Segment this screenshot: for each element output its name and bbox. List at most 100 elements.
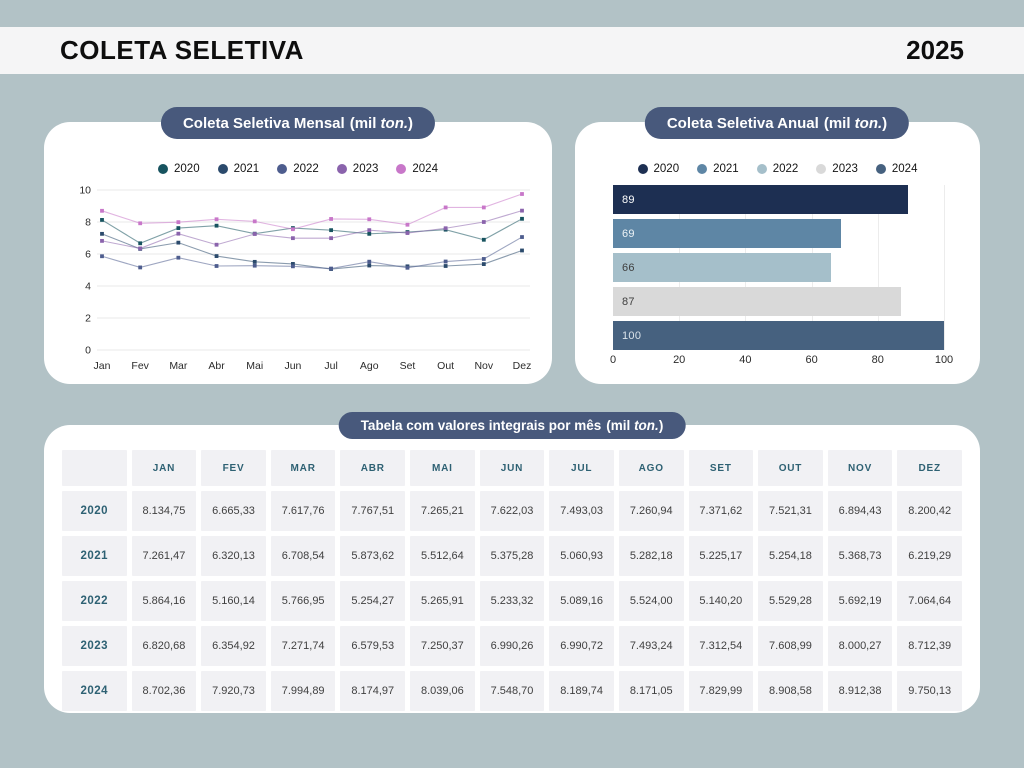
table-cell: 5.692,19: [827, 581, 893, 621]
legend-label: 2020: [653, 163, 680, 175]
column-header-fev: FEV: [201, 450, 266, 486]
legend-item-2021: 2021: [697, 163, 739, 175]
bar-value-label: 69: [622, 227, 635, 240]
data-point-2023: [138, 246, 143, 251]
data-point-2022: [329, 266, 333, 271]
data-point-2023: [214, 242, 219, 247]
legend-item-2020: 2020: [637, 163, 680, 175]
bar-2023: 87: [613, 287, 901, 316]
table-cell: 5.160,14: [201, 581, 266, 621]
legend-dot-icon: [336, 164, 347, 174]
table-cell: 8.189,74: [549, 671, 614, 711]
legend-dot-icon: [217, 164, 228, 174]
legend-label: 2022: [293, 163, 319, 175]
data-point-2022: [214, 264, 219, 268]
table-cell: 5.233,32: [479, 581, 545, 621]
legend-dot-icon: [158, 164, 169, 174]
data-point-2023: [100, 238, 104, 243]
row-header-2024: 2024: [62, 671, 127, 711]
annual-chart-title: Coleta Seletiva Anual: [666, 114, 819, 132]
data-point-2021: [443, 264, 448, 268]
data-point-2020: [214, 223, 219, 228]
bar-value-label: 66: [622, 261, 635, 274]
y-tick-label: 4: [85, 281, 91, 293]
bar-value-label: 89: [622, 193, 635, 206]
legend-dot-icon: [697, 164, 708, 174]
table-cell: 5.529,28: [758, 581, 823, 621]
row-header-2021: 2021: [62, 536, 127, 576]
table-cell: 7.622,03: [479, 491, 545, 531]
annual-chart-unit: (mil ton.): [823, 114, 888, 132]
table-cell: 8.000,27: [827, 626, 893, 666]
bar-row-2023: 87: [613, 287, 944, 316]
annual-bar-chart: 89 69 66 87 100: [613, 185, 945, 350]
data-point-2024: [176, 220, 181, 225]
y-tick-label: 0: [85, 345, 91, 357]
y-tick-label: 2: [85, 313, 91, 325]
y-tick-label: 6: [85, 249, 91, 261]
table-cell: 7.994,89: [270, 671, 336, 711]
x-gridline: [877, 185, 879, 350]
table-cell: 5.766,95: [270, 581, 336, 621]
table-cell: 7.371,62: [688, 491, 754, 531]
legend-dot-icon: [816, 164, 827, 174]
table-cell: 7.265,21: [410, 491, 475, 531]
data-point-2020: [329, 228, 333, 233]
x-tick-label: Jul: [324, 360, 337, 372]
line-series-2023: [101, 210, 523, 249]
year-label: 2025: [906, 35, 964, 65]
legend-item-2020: 2020: [158, 163, 200, 175]
annual-bar-axis: 0 20 40 60 80 100: [610, 354, 953, 368]
data-point-2020: [367, 231, 372, 236]
table-cell: 5.225,17: [688, 536, 754, 576]
bar-row-2020: 89: [613, 185, 944, 214]
table-cell: 7.493,03: [549, 491, 614, 531]
table-cell: 5.864,16: [131, 581, 197, 621]
x-tick-label: 20: [673, 354, 686, 366]
data-point-2023: [405, 231, 410, 235]
data-point-2022: [291, 264, 295, 269]
row-header-2020: 2020: [62, 491, 127, 531]
line-series-2021: [101, 233, 523, 270]
data-point-2023: [367, 228, 372, 233]
monthly-chart-unit: (mil ton.): [349, 114, 414, 132]
table-cell: 6.579,53: [340, 626, 406, 666]
legend-label: 2021: [713, 163, 739, 175]
data-point-2022: [252, 263, 257, 268]
data-point-2021: [481, 262, 486, 266]
monthly-chart-title-pill: Coleta Seletiva Mensal (mil ton.): [160, 107, 436, 139]
data-point-2020: [100, 218, 104, 222]
y-tick-label: 10: [79, 185, 91, 197]
bar-value-label: 87: [622, 295, 635, 308]
table-cell: 7.548,70: [479, 671, 545, 711]
table-cell: 5.368,73: [827, 536, 893, 576]
table-cell: 6.990,72: [549, 626, 614, 666]
table-cell: 5.375,28: [479, 536, 545, 576]
monthly-chart-title: Coleta Seletiva Mensal: [182, 114, 345, 132]
x-tick-label: Jun: [284, 360, 301, 372]
x-tick-label: 100: [934, 354, 954, 366]
column-header-jan: JAN: [131, 450, 197, 486]
data-point-2021: [100, 231, 104, 236]
data-point-2024: [405, 222, 410, 227]
data-point-2022: [176, 255, 181, 260]
x-tick-label: 80: [871, 354, 884, 366]
column-header-mai: MAI: [410, 450, 475, 486]
y-tick-label: 8: [85, 217, 91, 229]
table-cell: 6.665,33: [201, 491, 266, 531]
table-cell: 7.250,37: [410, 626, 475, 666]
data-point-2024: [214, 217, 219, 222]
data-point-2024: [138, 221, 143, 226]
table-cell: 5.512,64: [410, 536, 475, 576]
table-cell: 5.060,93: [549, 536, 614, 576]
x-tick-label: Ago: [360, 360, 379, 372]
data-point-2024: [252, 219, 257, 224]
x-tick-label: Fev: [131, 360, 149, 372]
data-point-2023: [176, 231, 181, 236]
column-header-nov: NOV: [827, 450, 893, 486]
table-cell: 8.039,06: [410, 671, 475, 711]
data-point-2021: [520, 248, 524, 253]
monthly-values-table: JAN FEV MAR ABR MAI JUN JUL AGO SET OUT NOV DEZ 2020…: [62, 450, 962, 711]
table-title: Tabela com valores integrais por mês: [360, 418, 602, 433]
